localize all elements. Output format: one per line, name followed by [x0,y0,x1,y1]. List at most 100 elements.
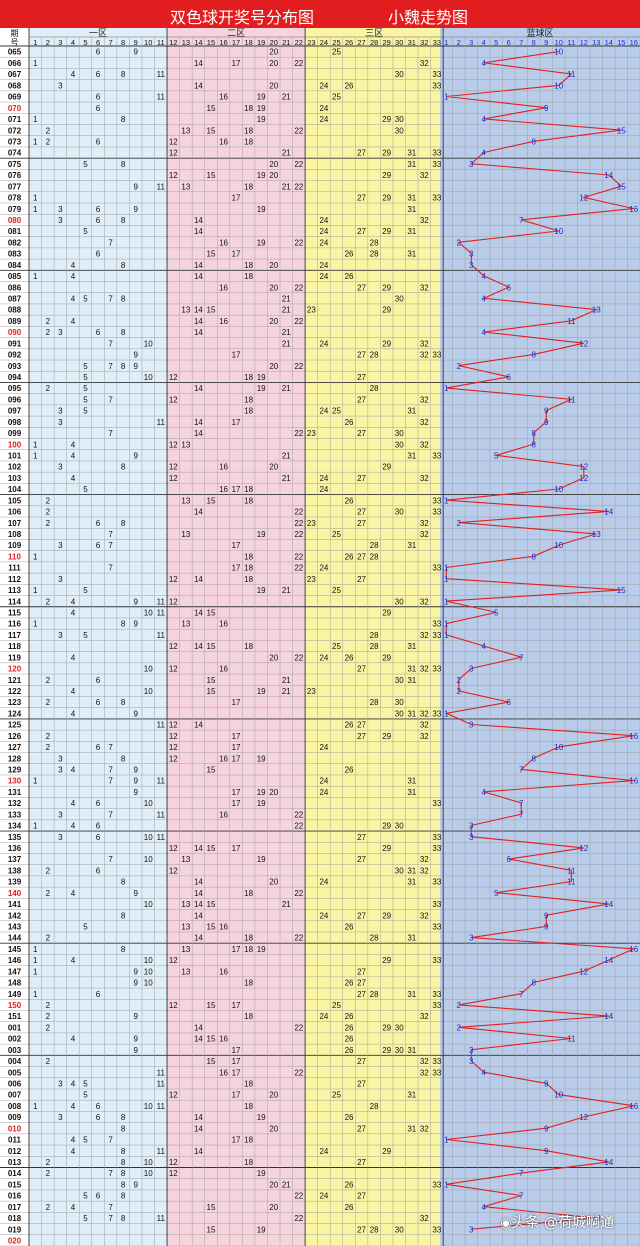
blue-ball-number: 7 [519,1169,524,1178]
red-ball-number: 6 [96,205,101,214]
red-column-number: 2 [46,38,50,47]
red-ball-number: 27 [357,990,366,999]
red-ball-number: 30 [395,822,404,831]
issue-number: 115 [8,608,21,617]
red-ball-number: 8 [121,70,126,79]
issue-number: 072 [8,126,22,135]
blue-ball-number: 3 [469,1225,474,1234]
red-ball-number: 14 [194,59,203,68]
red-column-number: 5 [83,38,87,47]
red-ball-number: 17 [232,59,241,68]
blue-ball-number: 10 [554,48,563,57]
red-ball-number: 27 [357,833,366,842]
issue-number: 066 [8,59,22,68]
red-ball-number: 29 [382,115,391,124]
red-ball-number: 4 [71,1080,76,1089]
red-ball-number: 4 [71,261,76,270]
red-ball-number: 26 [345,272,354,281]
red-ball-number: 14 [194,844,203,853]
red-ball-number: 22 [294,317,303,326]
red-column-number: 9 [134,38,138,47]
red-ball-number: 32 [420,418,429,427]
blue-ball-number: 1 [444,620,449,629]
red-ball-number: 25 [332,407,341,416]
red-ball-number: 27 [357,474,366,483]
blue-ball-number: 4 [482,642,487,651]
red-ball-number: 29 [382,171,391,180]
red-ball-number: 19 [257,754,266,763]
red-ball-number: 25 [332,93,341,102]
red-ball-number: 9 [133,777,138,786]
blue-ball-number: 6 [507,283,512,292]
blue-ball-number: 4 [482,294,487,303]
red-ball-number: 22 [294,182,303,191]
red-ball-number: 14 [194,429,203,438]
red-ball-number: 22 [294,822,303,831]
red-ball-number: 30 [395,698,404,707]
red-ball-number: 31 [407,149,416,158]
issue-number: 107 [8,519,22,528]
red-ball-number: 18 [244,496,253,505]
blue-ball-number: 12 [579,967,588,976]
red-ball-number: 14 [194,384,203,393]
red-ball-number: 12 [169,754,178,763]
red-ball-number: 18 [244,373,253,382]
blue-ball-number: 3 [469,250,474,259]
issue-number: 126 [8,732,22,741]
red-ball-number: 18 [244,1158,253,1167]
issue-number: 014 [8,1169,22,1178]
blue-ball-number: 1 [444,384,449,393]
blue-ball-number: 2 [457,687,462,696]
red-column-number: 20 [270,38,278,47]
issue-number: 019 [8,1225,22,1234]
chart-title: 双色球开奖号分布图 [170,8,315,27]
issue-number: 094 [8,373,22,382]
issue-number: 098 [8,418,22,427]
red-ball-number: 31 [407,777,416,786]
blue-ball-number: 11 [567,317,576,326]
blue-ball-number: 10 [554,485,563,494]
issue-number: 125 [8,721,22,730]
red-ball-number: 27 [357,979,366,988]
blue-ball-number: 7 [519,799,524,808]
red-ball-number: 11 [157,1147,166,1156]
issue-number: 102 [8,463,22,472]
blue-column-number: 10 [555,38,563,47]
red-ball-number: 32 [420,171,429,180]
red-ball-number: 27 [357,395,366,404]
red-ball-number: 19 [257,1225,266,1234]
red-ball-number: 1 [33,137,38,146]
blue-ball-number: 9 [544,911,549,920]
red-ball-number: 6 [96,1192,101,1201]
red-column-number: 4 [71,38,75,47]
issue-number: 003 [8,1046,22,1055]
red-ball-number: 30 [395,1225,404,1234]
issue-number: 149 [8,990,22,999]
red-ball-number: 24 [319,474,328,483]
red-ball-number: 7 [108,395,113,404]
red-ball-number: 31 [407,227,416,236]
red-ball-number: 29 [382,653,391,662]
red-ball-number: 33 [432,149,441,158]
red-ball-number: 3 [58,81,63,90]
red-ball-number: 2 [46,743,51,752]
red-ball-number: 15 [207,642,216,651]
red-ball-number: 13 [181,967,190,976]
red-ball-number: 33 [432,878,441,887]
red-ball-number: 3 [58,418,63,427]
red-ball-number: 15 [207,1203,216,1212]
blue-ball-number: 1 [444,709,449,718]
red-ball-number: 24 [319,777,328,786]
red-ball-number: 18 [244,1102,253,1111]
blue-ball-number: 3 [469,822,474,831]
red-ball-number: 30 [395,597,404,606]
red-ball-number: 30 [395,508,404,517]
red-ball-number: 15 [207,923,216,932]
red-ball-number: 7 [108,362,113,371]
red-ball-number: 24 [319,115,328,124]
blue-ball-number: 12 [579,844,588,853]
red-ball-number: 6 [96,328,101,337]
red-ball-number: 31 [407,407,416,416]
blue-column-number: 7 [519,38,523,47]
